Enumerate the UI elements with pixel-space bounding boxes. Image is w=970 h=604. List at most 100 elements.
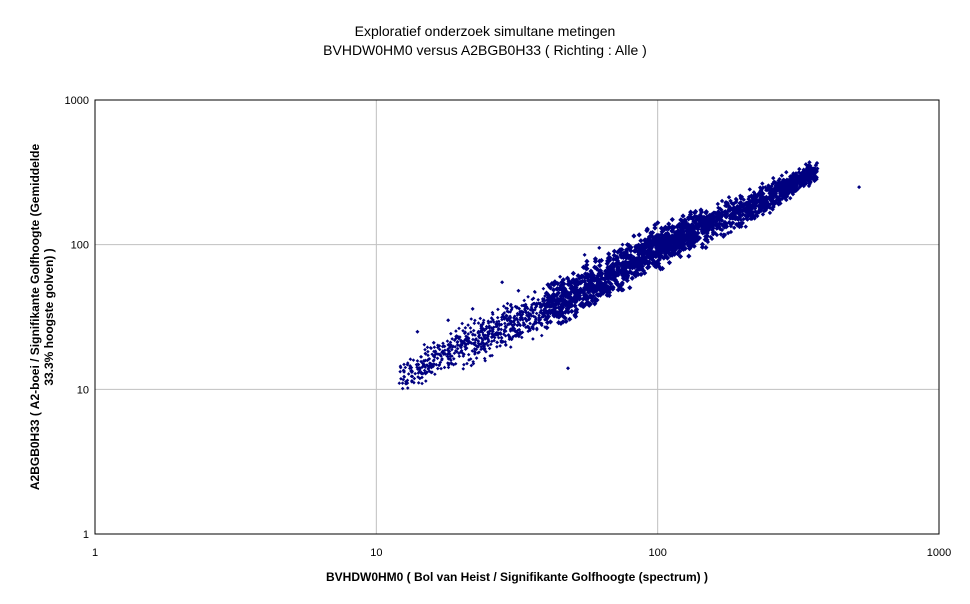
- data-point: [481, 320, 486, 325]
- data-point: [652, 222, 658, 228]
- data-point: [409, 368, 414, 373]
- data-point: [434, 362, 439, 367]
- data-point: [461, 367, 466, 371]
- data-point: [423, 358, 428, 363]
- data-point: [737, 213, 743, 219]
- data-point: [416, 381, 421, 385]
- data-point: [498, 332, 503, 336]
- data-point: [404, 379, 408, 384]
- data-point: [508, 315, 513, 320]
- data-point: [606, 274, 612, 280]
- data-point: [531, 302, 535, 306]
- data-point: [471, 337, 475, 342]
- data-point: [715, 201, 721, 207]
- data-point: [617, 269, 623, 275]
- data-point: [430, 362, 434, 367]
- data-point: [615, 249, 621, 255]
- data-point: [712, 215, 717, 220]
- data-point: [546, 308, 553, 314]
- data-point: [491, 312, 495, 316]
- data-point: [692, 208, 699, 215]
- data-point: [723, 200, 728, 205]
- data-point: [476, 339, 480, 343]
- data-point: [457, 354, 462, 359]
- data-point: [768, 202, 773, 207]
- data-point: [772, 190, 777, 195]
- data-point: [540, 303, 545, 308]
- data-point: [543, 298, 547, 303]
- data-point: [507, 318, 512, 322]
- data-point: [436, 345, 440, 350]
- data-point: [431, 364, 435, 369]
- data-point: [760, 181, 765, 186]
- data-point: [461, 354, 466, 358]
- chart-title-line: Exploratief onderzoek simultane metingen: [354, 23, 616, 39]
- data-point: [545, 282, 551, 288]
- data-point: [437, 347, 442, 352]
- data-point: [559, 279, 565, 285]
- data-point: [731, 202, 736, 207]
- data-point: [653, 253, 660, 259]
- data-point: [658, 232, 664, 238]
- data-point: [531, 308, 536, 313]
- data-point: [424, 379, 428, 383]
- data-point: [509, 319, 514, 324]
- data-point: [423, 351, 428, 356]
- data-point: [785, 182, 791, 187]
- data-point: [687, 211, 694, 218]
- data-point: [582, 252, 587, 257]
- data-point: [501, 304, 506, 309]
- data-point: [422, 342, 427, 347]
- data-point: [575, 273, 581, 279]
- data-point: [412, 380, 416, 385]
- data-point: [502, 328, 507, 332]
- data-point: [702, 216, 708, 222]
- data-point: [612, 272, 618, 278]
- data-point: [772, 201, 777, 207]
- data-point: [661, 238, 667, 244]
- data-point: [792, 173, 797, 178]
- data-point: [479, 342, 483, 346]
- data-point: [473, 340, 477, 345]
- data-point: [488, 329, 493, 333]
- data-point: [556, 314, 562, 320]
- data-point: [415, 365, 419, 370]
- data-point: [542, 311, 547, 316]
- data-point: [464, 346, 469, 350]
- data-point: [482, 328, 487, 333]
- data-point: [645, 261, 651, 267]
- data-point: [408, 364, 413, 369]
- data-point: [590, 288, 596, 294]
- data-point: [561, 299, 567, 305]
- data-point: [503, 334, 508, 338]
- data-point: [540, 297, 545, 301]
- data-point: [726, 203, 731, 208]
- data-point: [419, 370, 424, 375]
- data-point: [788, 174, 793, 180]
- data-point: [717, 226, 723, 232]
- data-point: [397, 381, 402, 386]
- data-point: [538, 302, 542, 307]
- data-point: [491, 325, 496, 330]
- data-point: [653, 243, 659, 249]
- data-point: [719, 198, 725, 204]
- data-point: [530, 326, 535, 330]
- data-point: [469, 317, 474, 321]
- data-point: [565, 290, 571, 296]
- y-tick-label: 100: [71, 240, 89, 252]
- data-point: [802, 178, 807, 184]
- data-point: [528, 328, 532, 333]
- data-point: [550, 301, 556, 307]
- data-point: [409, 374, 414, 379]
- data-point: [441, 341, 445, 346]
- data-point: [796, 179, 802, 185]
- data-point: [699, 224, 705, 230]
- data-point: [745, 217, 750, 222]
- data-point: [504, 343, 508, 348]
- data-point: [472, 347, 477, 351]
- data-point: [421, 371, 425, 376]
- data-point: [426, 349, 430, 354]
- data-point: [441, 349, 445, 353]
- data-point: [776, 187, 782, 192]
- data-point: [615, 267, 621, 273]
